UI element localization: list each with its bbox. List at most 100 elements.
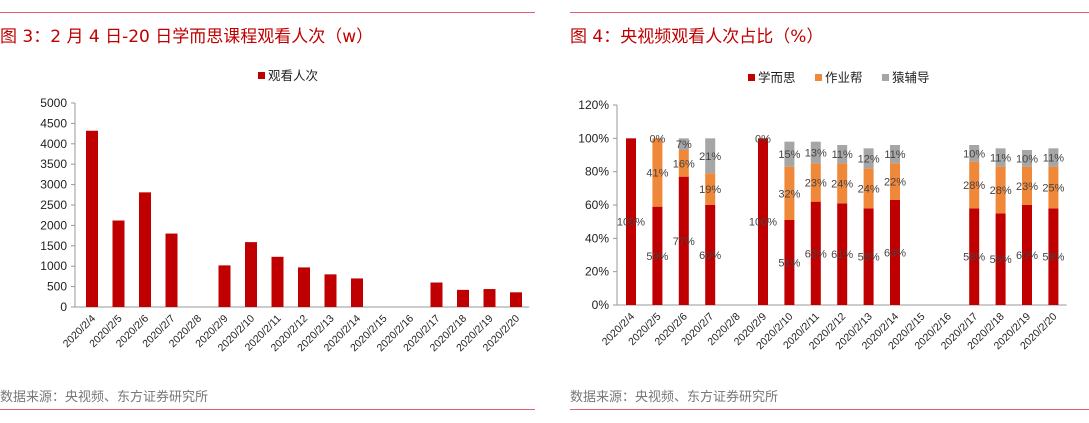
bar	[969, 161, 980, 209]
data-label: 60%	[1016, 250, 1038, 262]
bar-chart-views: 0 500 1000 1500 2000 2500 3000 3500 4000 4500 5000…	[40, 69, 530, 354]
bar	[678, 176, 689, 305]
y-tick-label: 5000	[40, 96, 67, 110]
legend-swatch	[258, 72, 265, 79]
bar	[969, 208, 980, 305]
bar	[245, 242, 257, 307]
bar	[165, 233, 178, 307]
data-label: 41%	[646, 168, 668, 180]
bar	[810, 201, 821, 305]
source-note: 数据来源：央视频、东方证券研究所	[0, 390, 209, 405]
source-note: 数据来源：央视频、东方证券研究所	[570, 390, 779, 405]
data-label: 100%	[749, 217, 777, 229]
stacked-bar-chart-share: 0%20%40%60%80%100%120%2020/2/42020/2/520…	[578, 70, 1067, 352]
bar	[837, 145, 848, 164]
data-label: 11%	[990, 153, 1011, 165]
data-label: 12%	[858, 153, 880, 165]
legend-label: 观看人次	[268, 69, 318, 83]
data-label: 24%	[858, 183, 880, 195]
bar	[1022, 205, 1032, 305]
bar	[705, 138, 716, 174]
bar	[510, 292, 522, 307]
legend-label: 猿辅导	[892, 70, 930, 85]
y-tick-label: 80%	[585, 165, 609, 179]
top-rule	[0, 12, 535, 13]
data-label: 15%	[778, 149, 800, 161]
data-label: 63%	[884, 248, 906, 260]
bar	[890, 145, 900, 164]
bar	[995, 166, 1006, 214]
bar	[758, 138, 768, 305]
data-label: 0%	[755, 133, 771, 145]
bar	[810, 163, 821, 202]
data-label: 11%	[832, 149, 853, 161]
bar	[863, 148, 874, 169]
data-label: 59%	[646, 251, 668, 263]
y-tick-label: 20%	[585, 265, 609, 279]
data-label: 13%	[805, 148, 827, 160]
bar	[351, 278, 363, 307]
y-tick-label: 0	[60, 300, 67, 314]
y-tick-label: 1000	[40, 259, 67, 273]
y-tick-label: 40%	[585, 231, 609, 245]
bar	[324, 274, 337, 307]
left-panel: 图 3：2 月 4 日-20 日学而思课程观看人次（w） 0 500 1000 150…	[0, 0, 535, 423]
bar	[430, 282, 443, 307]
legend-swatch	[882, 74, 889, 81]
bar	[626, 138, 636, 305]
legend-swatch	[748, 74, 755, 81]
y-tick-label: 3000	[40, 178, 67, 192]
right-panel: 图 4：央视频观看人次占比（%） 0% 20% 40% 60% 80% 100% 120% 2…	[570, 0, 1089, 423]
bar	[1022, 150, 1032, 167]
data-label: 61%	[831, 249, 853, 261]
data-label: 58%	[963, 252, 985, 264]
bar	[112, 220, 125, 307]
bar	[995, 148, 1006, 167]
data-label: 11%	[1043, 153, 1064, 165]
data-label: 100%	[617, 217, 645, 229]
y-tick-label: 4500	[40, 116, 67, 130]
bar	[890, 163, 900, 200]
data-label: 25%	[1042, 183, 1064, 195]
bar	[863, 208, 874, 305]
data-label: 21%	[699, 151, 721, 163]
legend-label: 作业帮	[825, 71, 863, 85]
bar	[837, 203, 848, 305]
bar	[1022, 166, 1032, 205]
figure-title: 图 3：2 月 4 日-20 日学而思课程观看人次（w）	[0, 27, 374, 47]
y-tick-label: 3500	[40, 157, 67, 171]
bar	[837, 163, 848, 204]
data-label: 7%	[676, 139, 692, 151]
data-label: 23%	[1016, 181, 1038, 193]
bar	[705, 205, 716, 305]
bar	[271, 256, 284, 307]
bar	[890, 200, 900, 305]
bar	[784, 220, 795, 305]
y-tick-label: 0%	[592, 298, 610, 312]
bar	[784, 141, 795, 167]
y-tick-label: 2500	[40, 198, 67, 212]
y-tick-label: 60%	[585, 198, 609, 212]
data-label: 24%	[831, 178, 853, 190]
data-label: 10%	[963, 148, 985, 160]
bar	[218, 265, 231, 307]
data-label: 58%	[1042, 252, 1064, 264]
legend-label: 学而思	[758, 70, 796, 85]
bar	[678, 138, 689, 150]
data-label: 0%	[649, 133, 665, 145]
data-label: 19%	[699, 184, 721, 196]
figure-title: 图 4：央视频观看人次占比（%）	[570, 27, 824, 47]
bar	[678, 150, 689, 177]
bar	[863, 168, 874, 209]
data-label: 22%	[884, 177, 906, 189]
bar	[86, 130, 98, 307]
data-label: 55%	[990, 254, 1012, 266]
data-label: 77%	[673, 236, 695, 248]
data-label: 60%	[699, 250, 721, 262]
bar	[1048, 166, 1059, 209]
data-label: 10%	[1016, 153, 1038, 165]
y-tick-label: 1500	[40, 239, 67, 253]
bar	[298, 267, 310, 307]
bar	[995, 213, 1006, 305]
y-tick-label: 4000	[40, 137, 67, 151]
